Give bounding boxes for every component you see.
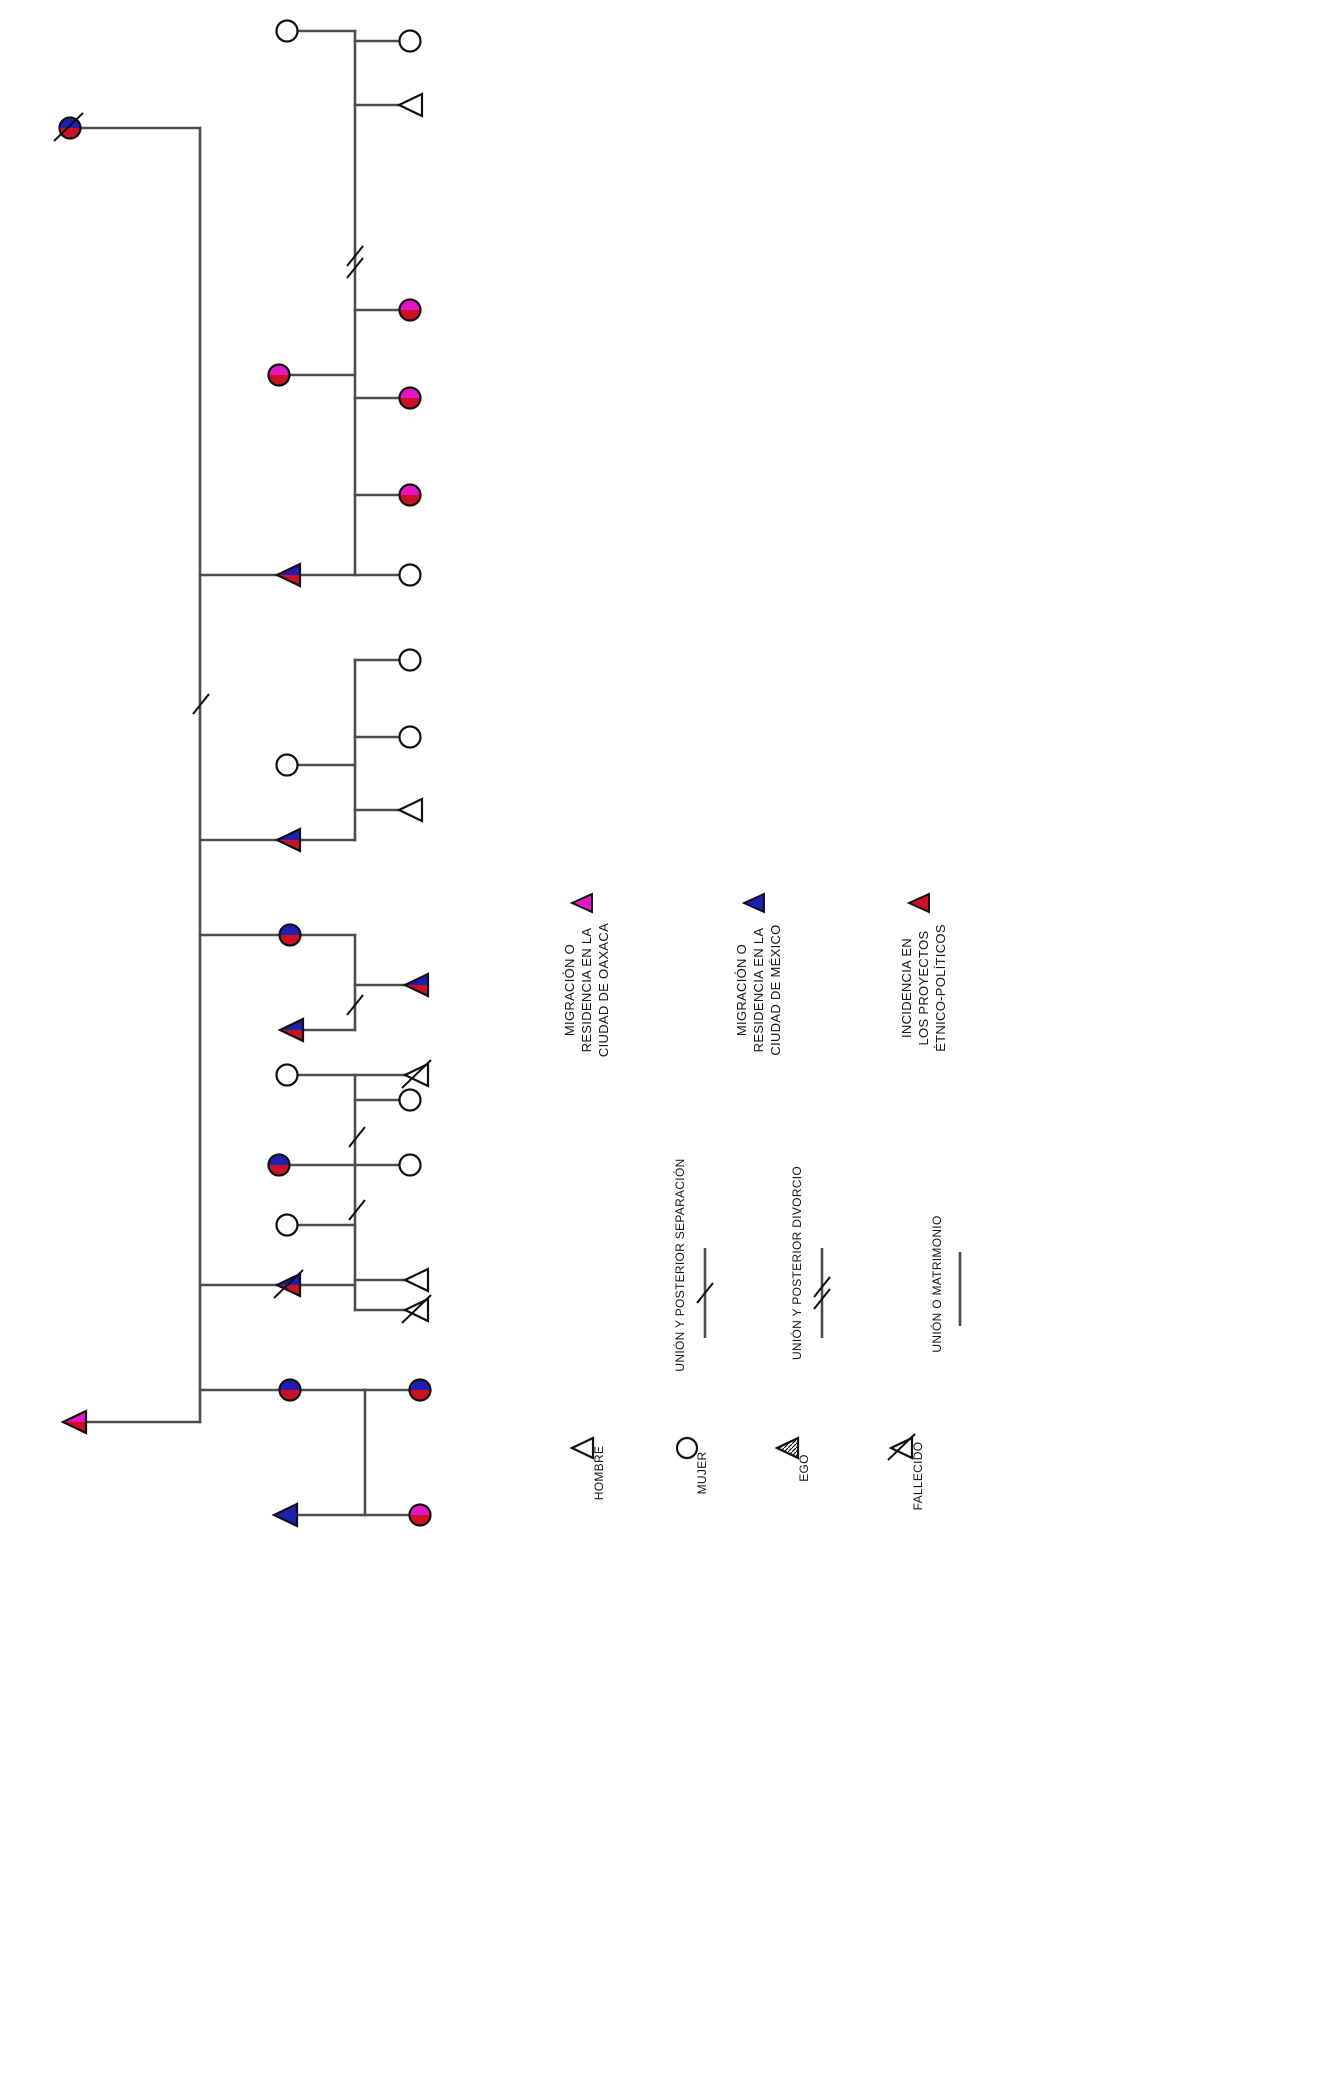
person-triangle bbox=[274, 827, 302, 853]
legend-separacion-label: UNIÓN Y POSTERIOR SEPARACIÓN bbox=[672, 1158, 687, 1371]
legend-incidencia-label: INCIDENCIA EN bbox=[899, 938, 914, 1038]
legend-mexico-label: MIGRACIÓN O bbox=[734, 944, 749, 1036]
legend-mexico-label: CIUDAD DE MÉXICO bbox=[768, 924, 783, 1055]
person-circle bbox=[408, 1378, 432, 1402]
person-circle bbox=[278, 1378, 302, 1402]
legend-incidencia-label: LOS PROYECTOS bbox=[916, 931, 931, 1046]
union-break-slash bbox=[813, 1288, 831, 1310]
union-break-slash bbox=[346, 994, 364, 1016]
person-triangle bbox=[274, 562, 302, 588]
union-break-slash bbox=[346, 257, 364, 279]
legend-oaxaca-label: MIGRACIÓN O bbox=[562, 944, 577, 1036]
legend-hombre-icon bbox=[569, 1436, 595, 1460]
person-circle bbox=[398, 29, 422, 53]
deceased-slash bbox=[53, 112, 84, 142]
person-triangle bbox=[274, 1272, 302, 1298]
legend-ego-label: EGO bbox=[797, 1454, 811, 1482]
union-break-slash bbox=[348, 1199, 366, 1221]
person-triangle bbox=[271, 1502, 299, 1528]
person-triangle bbox=[277, 1017, 305, 1043]
legend-mujer-icon bbox=[675, 1436, 699, 1460]
person-circle bbox=[398, 386, 422, 410]
person-triangle bbox=[396, 92, 424, 118]
person-circle bbox=[275, 753, 299, 777]
person-circle bbox=[267, 363, 291, 387]
legend-oaxaca-label: RESIDENCIA EN LA bbox=[579, 928, 594, 1053]
union-break-slash bbox=[696, 1282, 714, 1304]
union-break-slash bbox=[813, 1276, 831, 1298]
person-triangle bbox=[60, 1409, 88, 1435]
person-circle bbox=[398, 298, 422, 322]
legend-oaxaca-label: CIUDAD DE OAXACA bbox=[596, 923, 611, 1057]
legend-divorcio-label: UNIÓN Y POSTERIOR DIVORCIO bbox=[789, 1166, 804, 1360]
legend-incidencia-label: ÉTNICO-POLÍTICOS bbox=[933, 924, 948, 1052]
person-triangle bbox=[396, 797, 424, 823]
union-break-slash bbox=[346, 245, 364, 267]
legend-hombre-label: HOMBRE bbox=[592, 1446, 606, 1500]
person-circle bbox=[275, 19, 299, 43]
legend-incidencia-icon bbox=[906, 892, 930, 914]
legend-mexico-label: RESIDENCIA EN LA bbox=[751, 928, 766, 1053]
deceased-slash bbox=[273, 1269, 304, 1299]
deceased-slash bbox=[401, 1059, 432, 1089]
marks-layer bbox=[192, 245, 366, 1221]
person-circle bbox=[58, 116, 82, 140]
person-circle bbox=[398, 725, 422, 749]
person-triangle bbox=[402, 1267, 430, 1293]
person-circle bbox=[278, 923, 302, 947]
legend-fallecido-label: FALLECIDO bbox=[911, 1442, 925, 1511]
legend-oaxaca-icon bbox=[569, 892, 593, 914]
person-circle bbox=[398, 483, 422, 507]
person-circle bbox=[267, 1153, 291, 1177]
legend-fallecido-slash bbox=[887, 1433, 916, 1461]
union-break-slash bbox=[348, 1126, 366, 1148]
edges-layer bbox=[68, 29, 422, 1517]
person-triangle bbox=[402, 972, 430, 998]
person-circle bbox=[275, 1063, 299, 1087]
legend-mujer-label: MUJER bbox=[695, 1452, 709, 1495]
person-circle bbox=[408, 1503, 432, 1527]
person-circle bbox=[398, 1153, 422, 1177]
person-circle bbox=[398, 648, 422, 672]
legend-matrimonio-label: UNIÓN O MATRIMONIO bbox=[929, 1215, 944, 1352]
legend-layer: MIGRACIÓN O RESIDENCIA EN LA CIUDAD DE OAX… bbox=[562, 892, 962, 1511]
legend-ego-icon bbox=[774, 1436, 800, 1460]
deceased-slash bbox=[401, 1294, 432, 1324]
person-circle bbox=[398, 1088, 422, 1112]
union-break-slash bbox=[192, 693, 210, 715]
person-circle bbox=[275, 1213, 299, 1237]
legend-mexico-icon bbox=[741, 892, 765, 914]
nodes-layer bbox=[53, 19, 432, 1528]
person-circle bbox=[398, 563, 422, 587]
